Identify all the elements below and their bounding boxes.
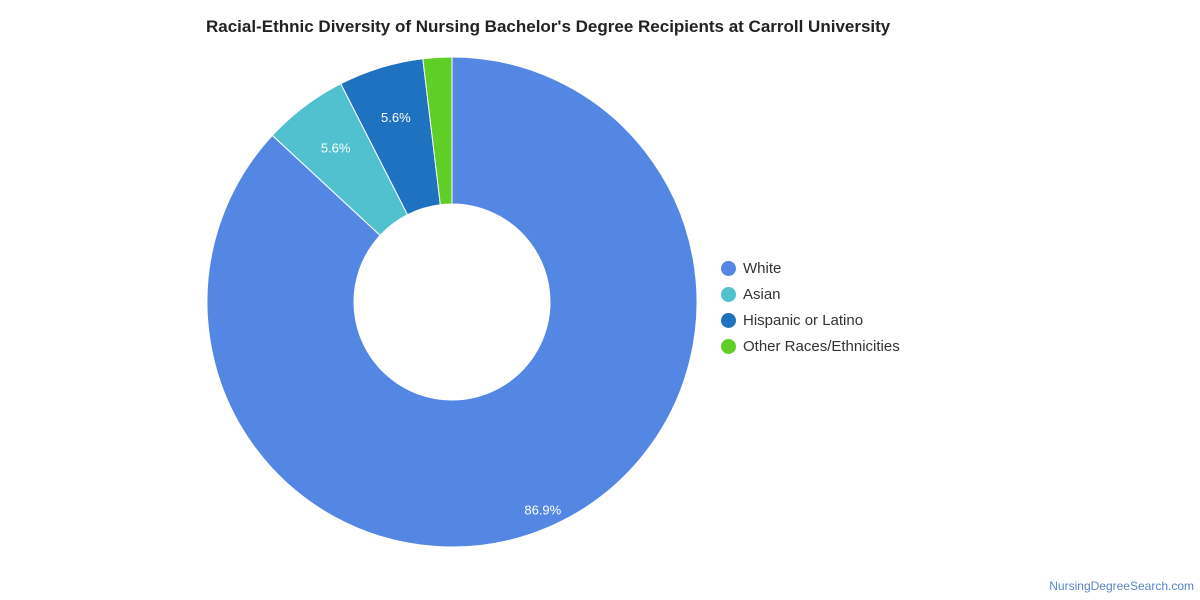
- source-credit[interactable]: NursingDegreeSearch.com: [1049, 579, 1194, 593]
- legend-swatch: [721, 312, 736, 328]
- legend-swatch: [721, 338, 736, 354]
- legend-swatch: [721, 260, 736, 276]
- legend-item-asian[interactable]: Asian: [721, 281, 900, 307]
- legend-label: Asian: [743, 285, 781, 303]
- slice-white[interactable]: [206, 56, 698, 548]
- legend-label: Other Races/Ethnicities: [743, 337, 900, 355]
- data-label-asian: 5.6%: [321, 141, 351, 156]
- legend-swatch: [721, 286, 736, 302]
- legend-label: Hispanic or Latino: [743, 311, 864, 329]
- chart-legend: White Asian Hispanic or Latino Other Races/…: [721, 255, 900, 359]
- chart-title: Racial-Ethnic Diversity of Nursing Bache…: [206, 17, 891, 36]
- data-label-hispanic-or-latino: 5.6%: [381, 110, 411, 125]
- legend-item-other-races-ethnicities[interactable]: Other Races/Ethnicities: [721, 333, 900, 359]
- legend-item-hispanic-or-latino[interactable]: Hispanic or Latino: [721, 307, 900, 333]
- data-label-white: 86.9%: [524, 503, 561, 518]
- slice-other-races-ethnicities[interactable]: [422, 56, 453, 206]
- legend-item-white[interactable]: White: [721, 255, 900, 281]
- legend-label: White: [743, 259, 782, 277]
